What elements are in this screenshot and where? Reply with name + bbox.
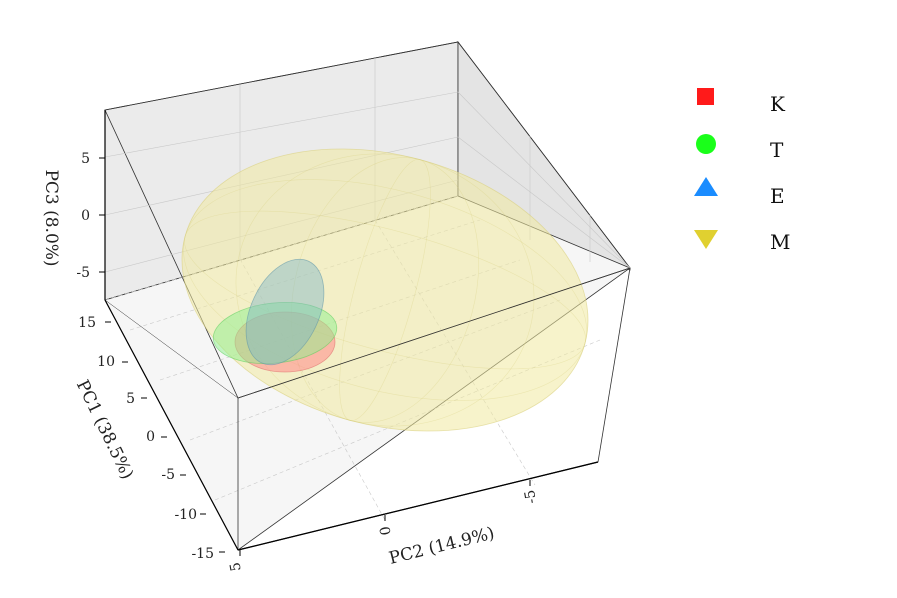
legend-label-T: T <box>770 138 784 162</box>
ellipsoid-E <box>245 258 325 366</box>
legend-label-M: M <box>770 230 790 254</box>
legend-marker-T <box>696 134 716 154</box>
ellipsoid-M-mesh <box>183 153 587 427</box>
z-tick-label: 5 <box>81 151 90 167</box>
y-tick-label: -10 <box>174 507 197 523</box>
y-tick-label: 15 <box>78 315 96 331</box>
legend-label-K: K <box>770 92 786 116</box>
z-axis-label: PC3 (8.0%) <box>41 169 61 266</box>
y-tick-label: 10 <box>97 354 115 370</box>
legend-marker-K <box>697 88 714 105</box>
legend: K T E M <box>694 88 790 254</box>
ellipsoid-T <box>212 302 338 364</box>
z-tick-label: 0 <box>81 208 90 224</box>
z-tick-label: -5 <box>76 265 90 281</box>
legend-marker-E <box>694 177 718 196</box>
legend-label-E: E <box>770 184 785 208</box>
y-tick-label: -5 <box>161 467 175 483</box>
y-tick-label: -15 <box>191 546 214 562</box>
y-tick-label: 0 <box>146 429 155 445</box>
ellipsoids <box>181 148 589 432</box>
x-axis-label: PC2 (14.9%) <box>387 523 497 569</box>
right-edge <box>597 267 631 463</box>
z-axis: 5 0 -5 PC3 (8.0%) <box>41 110 106 300</box>
x-tick-label: 0 <box>377 525 394 537</box>
front-top-edge <box>237 267 631 399</box>
left-front-edge <box>104 299 239 399</box>
y-tick-label: 5 <box>126 391 135 407</box>
legend-marker-M <box>694 230 718 249</box>
x-tick-label: -5 <box>522 489 540 505</box>
x-tick-label: 5 <box>227 561 244 573</box>
